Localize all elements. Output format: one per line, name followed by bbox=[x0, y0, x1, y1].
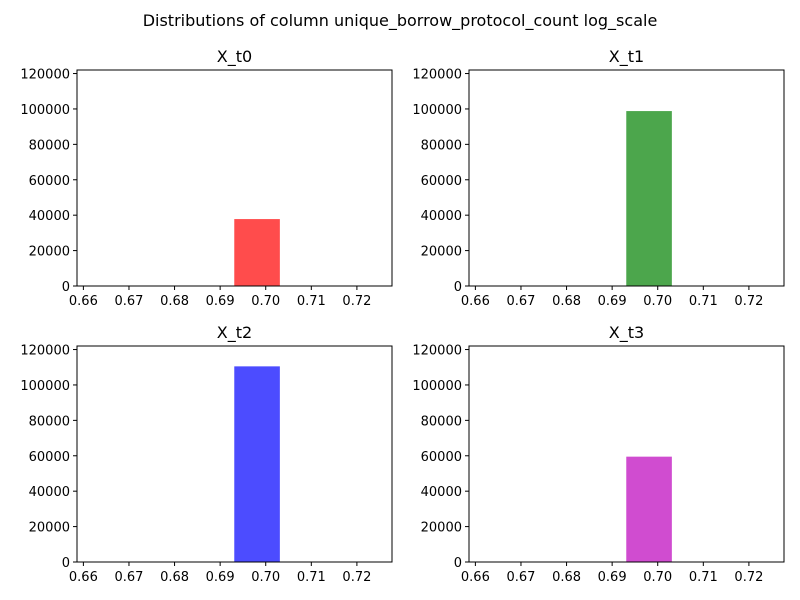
y-tick-label: 80000 bbox=[421, 138, 462, 153]
histogram-bar bbox=[626, 111, 672, 286]
x-tick-label: 0.68 bbox=[552, 570, 581, 585]
y-tick-label: 120000 bbox=[412, 68, 462, 83]
x-tick-label: 0.68 bbox=[160, 294, 189, 309]
y-tick-label: 100000 bbox=[412, 379, 462, 394]
x-tick-label: 0.67 bbox=[506, 294, 535, 309]
y-tick-label: 80000 bbox=[29, 414, 70, 429]
y-tick-label: 120000 bbox=[412, 344, 462, 359]
x-tick-label: 0.69 bbox=[206, 570, 235, 585]
x-tick-label: 0.67 bbox=[114, 570, 143, 585]
subplot-title: X_t0 bbox=[217, 47, 252, 67]
y-tick-label: 40000 bbox=[421, 485, 462, 500]
x-tick-label: 0.71 bbox=[297, 294, 326, 309]
x-tick-label: 0.71 bbox=[689, 294, 718, 309]
x-tick-label: 0.69 bbox=[598, 570, 627, 585]
x-tick-label: 0.71 bbox=[297, 570, 326, 585]
y-tick-label: 0 bbox=[62, 556, 70, 571]
subplot-title: X_t2 bbox=[217, 323, 252, 343]
y-tick-label: 120000 bbox=[20, 344, 70, 359]
y-tick-label: 0 bbox=[454, 556, 462, 571]
y-tick-label: 120000 bbox=[20, 68, 70, 83]
y-tick-label: 60000 bbox=[421, 174, 462, 189]
x-tick-label: 0.66 bbox=[69, 294, 98, 309]
y-tick-label: 0 bbox=[454, 280, 462, 295]
x-tick-label: 0.69 bbox=[206, 294, 235, 309]
plot-frame bbox=[468, 69, 785, 287]
figure-title: Distributions of column unique_borrow_pr… bbox=[143, 11, 658, 31]
y-tick-label: 20000 bbox=[29, 245, 70, 260]
y-tick-label: 40000 bbox=[29, 209, 70, 224]
y-tick-label: 80000 bbox=[421, 414, 462, 429]
x-tick-label: 0.71 bbox=[689, 570, 718, 585]
histogram-bar bbox=[234, 219, 280, 286]
x-tick-label: 0.70 bbox=[643, 294, 672, 309]
subplot-title: X_t3 bbox=[609, 323, 644, 343]
x-tick-label: 0.67 bbox=[506, 570, 535, 585]
y-tick-label: 60000 bbox=[421, 450, 462, 465]
histogram-bar bbox=[234, 366, 280, 562]
x-tick-label: 0.72 bbox=[734, 294, 763, 309]
x-tick-label: 0.66 bbox=[69, 570, 98, 585]
x-tick-label: 0.67 bbox=[114, 294, 143, 309]
subplot-title: X_t1 bbox=[609, 47, 644, 67]
x-tick-label: 0.72 bbox=[734, 570, 763, 585]
x-tick-label: 0.72 bbox=[342, 294, 371, 309]
x-tick-label: 0.70 bbox=[251, 570, 280, 585]
subplot-2: X_t2 0.66 0.67 0.68 0.69 0.70 0.71 0.72 0 20000 40… bbox=[20, 323, 393, 585]
y-tick-label: 100000 bbox=[412, 103, 462, 118]
x-tick-label: 0.70 bbox=[251, 294, 280, 309]
y-tick-label: 20000 bbox=[29, 521, 70, 536]
y-tick-label: 80000 bbox=[29, 138, 70, 153]
y-tick-label: 60000 bbox=[29, 174, 70, 189]
subplot-1: X_t1 0.66 0.67 0.68 0.69 0.70 0.71 0.72 0 20000 40… bbox=[412, 47, 785, 309]
subplot-0: X_t0 0.66 0.67 0.68 0.69 0.70 0.71 0.72 0 20000 40… bbox=[20, 47, 393, 309]
histogram-bar bbox=[626, 456, 672, 562]
x-tick-label: 0.68 bbox=[552, 294, 581, 309]
subplot-3: X_t3 0.66 0.67 0.68 0.69 0.70 0.71 0.72 0 20000 40… bbox=[412, 323, 785, 585]
x-tick-label: 0.70 bbox=[643, 570, 672, 585]
y-tick-label: 0 bbox=[62, 280, 70, 295]
y-tick-label: 40000 bbox=[421, 209, 462, 224]
x-tick-label: 0.66 bbox=[461, 570, 490, 585]
y-tick-label: 20000 bbox=[421, 245, 462, 260]
y-tick-label: 40000 bbox=[29, 485, 70, 500]
x-tick-label: 0.68 bbox=[160, 570, 189, 585]
y-tick-label: 100000 bbox=[20, 379, 70, 394]
x-tick-label: 0.66 bbox=[461, 294, 490, 309]
y-tick-label: 20000 bbox=[421, 521, 462, 536]
plot-frame bbox=[76, 69, 393, 287]
plot-frame bbox=[76, 345, 393, 563]
y-tick-label: 100000 bbox=[20, 103, 70, 118]
x-tick-label: 0.72 bbox=[342, 570, 371, 585]
x-tick-label: 0.69 bbox=[598, 294, 627, 309]
plot-frame bbox=[468, 345, 785, 563]
y-tick-label: 60000 bbox=[29, 450, 70, 465]
